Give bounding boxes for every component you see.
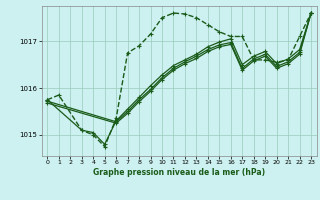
X-axis label: Graphe pression niveau de la mer (hPa): Graphe pression niveau de la mer (hPa) (93, 168, 265, 177)
